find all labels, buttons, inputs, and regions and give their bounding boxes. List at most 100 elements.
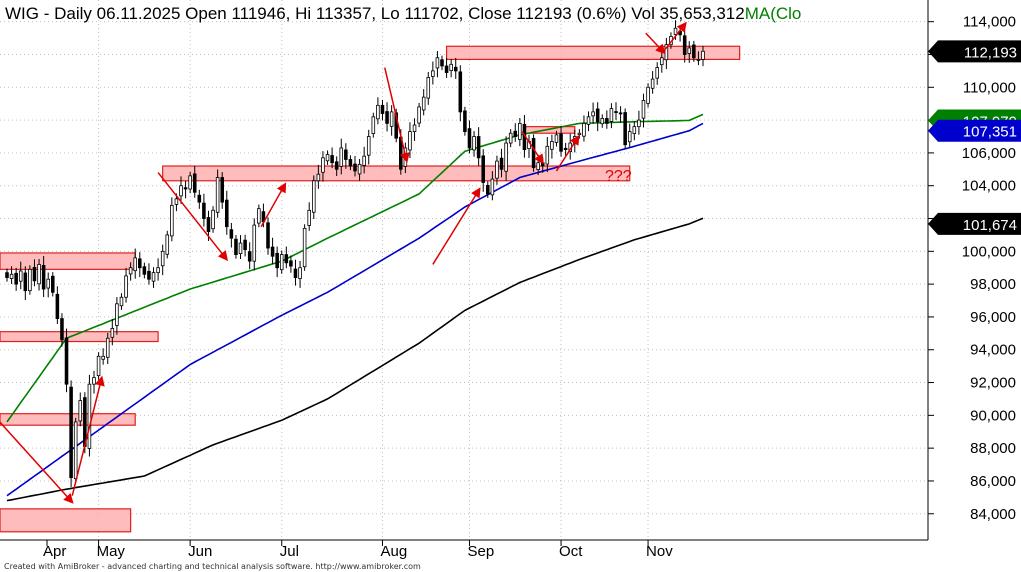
y-tick-label: 96,000 (970, 309, 1016, 326)
candle (321, 151, 325, 182)
candle (609, 103, 614, 129)
candle-body (449, 63, 453, 71)
candle (14, 267, 18, 291)
candle-body (334, 161, 339, 170)
y-tick-label: 88,000 (970, 440, 1016, 457)
candle (284, 246, 289, 269)
red-arrow (260, 182, 287, 228)
candle-body (600, 118, 605, 125)
candle (366, 129, 371, 165)
candle-body (490, 178, 495, 196)
candle-body (289, 260, 293, 267)
candle-body (486, 184, 490, 195)
candle (472, 131, 476, 157)
candle-body (96, 355, 101, 377)
candle-body (540, 162, 545, 167)
candle-body (124, 275, 128, 298)
candle-body (151, 272, 156, 282)
tag-background (928, 212, 1021, 235)
candle-body (362, 155, 366, 166)
candle (28, 265, 32, 295)
y-tick-label: 92,000 (970, 375, 1016, 392)
candle-body (78, 400, 83, 422)
candle (229, 222, 234, 248)
candle-body (115, 303, 119, 326)
candle-body (495, 160, 499, 179)
candle-body (408, 131, 412, 151)
candle-body (133, 257, 137, 272)
candle (348, 155, 353, 171)
chart-title: WIG - Daily 06.11.2025 Open 111946, Hi 1… (5, 4, 801, 23)
candle-body (563, 147, 568, 151)
candle (298, 260, 302, 288)
candle (110, 319, 115, 346)
candle (421, 89, 426, 116)
candle (160, 244, 165, 276)
candle-body (202, 202, 206, 219)
x-tick-label: Jun (188, 543, 212, 560)
candle-body (5, 272, 9, 278)
candle (600, 114, 605, 128)
candle-body (481, 155, 485, 183)
candle-body (9, 273, 14, 279)
red-arrow (157, 172, 229, 262)
candle-body (623, 112, 627, 146)
candle-body (577, 132, 582, 135)
candle (225, 190, 229, 235)
y-tick-label: 100,000 (962, 243, 1016, 260)
candle-body (513, 130, 518, 137)
candle (73, 417, 78, 483)
candle-body (234, 238, 238, 255)
candle-body (692, 44, 696, 59)
candle (518, 117, 522, 147)
candle (279, 250, 284, 274)
candle (18, 261, 23, 290)
candle (316, 164, 321, 189)
candle-body (142, 266, 147, 275)
candle (637, 110, 641, 135)
candle (257, 204, 261, 228)
candle (87, 374, 92, 457)
candle (101, 348, 105, 365)
candle-body (316, 173, 321, 182)
x-tick-label: Aug (380, 543, 407, 560)
candle (417, 102, 421, 128)
candle-body (138, 258, 142, 269)
candle (128, 262, 133, 281)
last-value-tag: 112,193 (928, 40, 1021, 63)
candle (188, 171, 192, 194)
candle (138, 252, 142, 278)
candle-body (14, 272, 18, 285)
red-arrow (0, 421, 74, 504)
red-arrow (384, 67, 410, 164)
candle-body (174, 198, 179, 205)
candle-body (389, 111, 394, 127)
candle (582, 115, 586, 142)
candle-body (344, 149, 348, 160)
candle (147, 263, 151, 285)
candle (371, 112, 376, 138)
candle (559, 125, 563, 157)
candle-body (632, 126, 637, 134)
candle-body (160, 250, 165, 267)
candle (211, 206, 215, 233)
last-value-tag: 107,351 (928, 119, 1021, 142)
candle (78, 392, 83, 427)
candle-body (101, 355, 105, 360)
candle-body (394, 112, 398, 139)
candle (499, 148, 504, 178)
candle-body (211, 209, 215, 230)
candle-body (23, 272, 28, 292)
candle (513, 123, 518, 142)
candles (5, 20, 705, 488)
candle-body (321, 157, 325, 173)
candle (46, 272, 50, 298)
candle (389, 105, 394, 136)
candle (330, 147, 334, 169)
candle-body (51, 275, 55, 293)
candle-body (348, 159, 353, 167)
y-tick-label: 98,000 (970, 276, 1016, 293)
candle (476, 127, 481, 166)
candle-body (147, 270, 151, 280)
candle-body (339, 147, 344, 167)
